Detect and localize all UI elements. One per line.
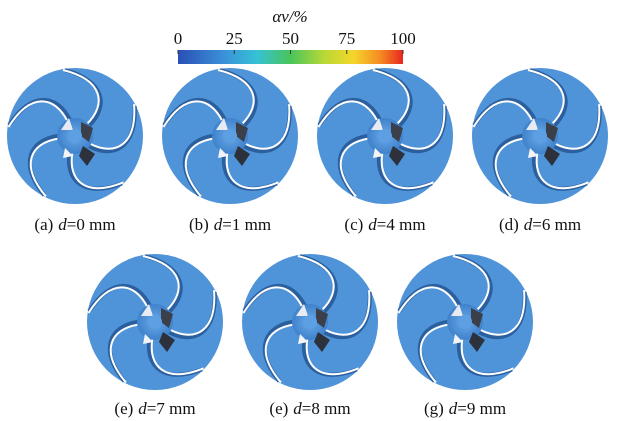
impeller-image bbox=[87, 254, 226, 391]
tick-label: 100 bbox=[390, 29, 416, 48]
caption-label: (a) bbox=[34, 215, 53, 234]
caption-label: (c) bbox=[344, 215, 363, 234]
caption-label: (b) bbox=[189, 215, 209, 234]
caption: (e)d=8 mm bbox=[269, 399, 350, 418]
tick-label: 50 bbox=[282, 29, 299, 48]
impeller-image bbox=[472, 68, 611, 205]
caption-label: (e) bbox=[269, 399, 288, 418]
caption-value: =1 mm bbox=[222, 215, 271, 234]
caption: (a)d=0 mm bbox=[34, 215, 115, 234]
caption: (g)d=9 mm bbox=[424, 399, 506, 418]
tick-label: 25 bbox=[226, 29, 243, 48]
impeller-image bbox=[317, 68, 456, 205]
panels: (a)d=0 mm (b)d=1 mm (c)d=4 mm (d)d=6 mm (e)d… bbox=[7, 68, 611, 418]
caption-label: (g) bbox=[424, 399, 444, 418]
impeller-image bbox=[7, 68, 146, 205]
tick-label: 75 bbox=[338, 29, 355, 48]
impeller-image bbox=[242, 254, 381, 391]
caption: (c)d=4 mm bbox=[344, 215, 425, 234]
caption-value: =9 mm bbox=[457, 399, 506, 418]
caption: (e)d=7 mm bbox=[114, 399, 195, 418]
caption-value: =7 mm bbox=[147, 399, 196, 418]
tick-label: 0 bbox=[174, 29, 183, 48]
colorbar-title: αv/% bbox=[272, 7, 307, 26]
figure: αv/% 0 25 50 75 100 (a)d=0 mm (b)d=1 mm (c)d=4… bbox=[0, 0, 625, 421]
caption-value: =0 mm bbox=[67, 215, 116, 234]
caption-label: (e) bbox=[114, 399, 133, 418]
caption-value: =6 mm bbox=[532, 215, 581, 234]
caption-value: =8 mm bbox=[302, 399, 351, 418]
impeller-image bbox=[162, 68, 301, 205]
caption-value: =4 mm bbox=[377, 215, 426, 234]
impeller-image bbox=[397, 254, 536, 391]
caption-label: (d) bbox=[499, 215, 519, 234]
caption: (d)d=6 mm bbox=[499, 215, 581, 234]
caption: (b)d=1 mm bbox=[189, 215, 271, 234]
